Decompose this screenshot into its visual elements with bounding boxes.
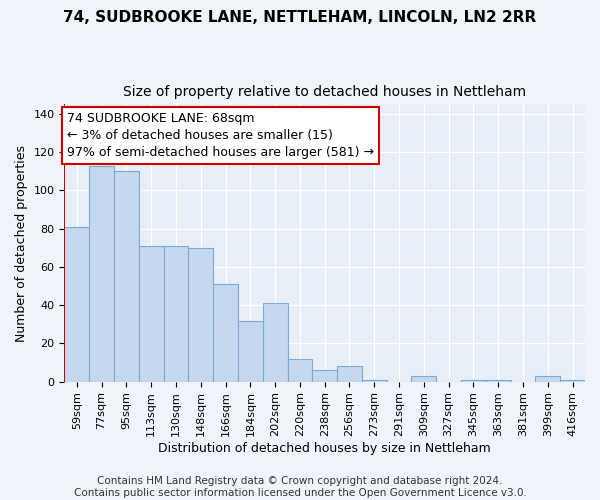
Bar: [486, 380, 511, 382]
Bar: [412, 376, 436, 382]
Title: Size of property relative to detached houses in Nettleham: Size of property relative to detached ho…: [123, 85, 526, 99]
Bar: [337, 366, 362, 382]
Bar: [164, 246, 188, 382]
Bar: [362, 380, 386, 382]
Y-axis label: Number of detached properties: Number of detached properties: [15, 144, 28, 342]
Bar: [287, 359, 313, 382]
Bar: [188, 248, 213, 382]
Text: Contains HM Land Registry data © Crown copyright and database right 2024.
Contai: Contains HM Land Registry data © Crown c…: [74, 476, 526, 498]
Bar: [535, 376, 560, 382]
Bar: [461, 380, 486, 382]
Text: 74 SUDBROOKE LANE: 68sqm
← 3% of detached houses are smaller (15)
97% of semi-de: 74 SUDBROOKE LANE: 68sqm ← 3% of detache…: [67, 112, 374, 159]
Bar: [313, 370, 337, 382]
Bar: [263, 304, 287, 382]
Bar: [560, 380, 585, 382]
Bar: [64, 227, 89, 382]
Bar: [89, 166, 114, 382]
Bar: [213, 284, 238, 382]
X-axis label: Distribution of detached houses by size in Nettleham: Distribution of detached houses by size …: [158, 442, 491, 455]
Bar: [139, 246, 164, 382]
Text: 74, SUDBROOKE LANE, NETTLEHAM, LINCOLN, LN2 2RR: 74, SUDBROOKE LANE, NETTLEHAM, LINCOLN, …: [64, 10, 536, 25]
Bar: [114, 172, 139, 382]
Bar: [238, 320, 263, 382]
